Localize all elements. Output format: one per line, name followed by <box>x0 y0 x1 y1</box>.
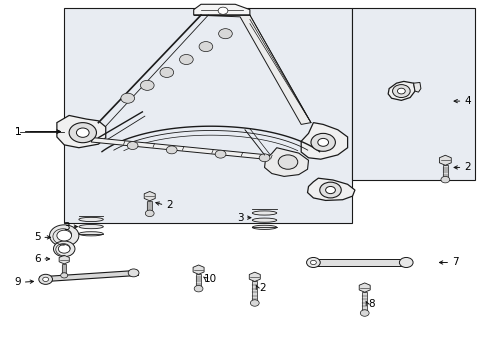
Polygon shape <box>265 148 309 176</box>
Text: 1: 1 <box>15 127 21 136</box>
Text: 2: 2 <box>259 283 266 293</box>
Polygon shape <box>440 155 451 165</box>
Polygon shape <box>388 81 415 100</box>
Circle shape <box>360 310 369 316</box>
Circle shape <box>199 41 213 51</box>
Polygon shape <box>40 270 139 282</box>
Circle shape <box>318 138 329 146</box>
Circle shape <box>179 54 193 64</box>
Polygon shape <box>301 123 347 159</box>
Ellipse shape <box>79 225 103 229</box>
Text: 6: 6 <box>34 254 41 264</box>
Circle shape <box>311 260 317 265</box>
Text: 4: 4 <box>464 96 470 106</box>
Circle shape <box>146 210 154 217</box>
Circle shape <box>141 80 154 90</box>
Polygon shape <box>144 192 155 201</box>
Text: 1: 1 <box>15 127 21 136</box>
Polygon shape <box>308 178 355 201</box>
Circle shape <box>311 134 335 151</box>
Circle shape <box>76 128 89 137</box>
Text: 9: 9 <box>15 277 21 287</box>
Circle shape <box>218 7 228 14</box>
Circle shape <box>58 244 70 253</box>
Circle shape <box>43 277 49 282</box>
Circle shape <box>57 230 72 241</box>
Circle shape <box>399 257 413 267</box>
Circle shape <box>326 186 335 194</box>
Text: 2: 2 <box>166 200 172 210</box>
Circle shape <box>128 269 139 277</box>
Circle shape <box>392 85 410 98</box>
FancyBboxPatch shape <box>147 201 152 213</box>
Circle shape <box>49 225 79 246</box>
Polygon shape <box>359 283 370 292</box>
Circle shape <box>61 273 68 278</box>
Circle shape <box>278 155 298 169</box>
Ellipse shape <box>252 225 277 229</box>
Polygon shape <box>57 116 106 148</box>
Text: 3: 3 <box>63 222 70 231</box>
FancyBboxPatch shape <box>196 274 201 289</box>
Ellipse shape <box>79 232 103 236</box>
Ellipse shape <box>79 217 103 221</box>
FancyBboxPatch shape <box>64 8 352 223</box>
Circle shape <box>320 182 341 198</box>
Polygon shape <box>249 272 260 282</box>
Circle shape <box>215 150 226 158</box>
Polygon shape <box>91 138 304 163</box>
Circle shape <box>250 300 259 306</box>
Ellipse shape <box>252 211 277 215</box>
FancyBboxPatch shape <box>62 264 66 275</box>
FancyBboxPatch shape <box>252 282 257 303</box>
FancyBboxPatch shape <box>362 292 367 313</box>
Text: 10: 10 <box>204 274 218 284</box>
Circle shape <box>53 241 75 257</box>
Circle shape <box>194 285 203 292</box>
Polygon shape <box>352 8 475 180</box>
Circle shape <box>397 88 405 94</box>
Circle shape <box>441 176 450 183</box>
Ellipse shape <box>252 218 277 222</box>
Circle shape <box>39 274 52 284</box>
Polygon shape <box>194 4 250 15</box>
Circle shape <box>307 257 320 267</box>
Circle shape <box>69 123 97 143</box>
Circle shape <box>219 29 232 39</box>
Circle shape <box>166 146 177 154</box>
Text: 8: 8 <box>369 299 375 309</box>
Circle shape <box>127 141 138 149</box>
Polygon shape <box>193 265 204 274</box>
Text: 2: 2 <box>464 162 470 172</box>
Circle shape <box>259 154 270 162</box>
Polygon shape <box>59 255 69 264</box>
Polygon shape <box>314 258 406 266</box>
FancyBboxPatch shape <box>443 165 448 180</box>
Text: 3: 3 <box>237 213 244 222</box>
Polygon shape <box>194 15 311 125</box>
Text: 5: 5 <box>34 232 41 242</box>
Circle shape <box>121 93 135 103</box>
Text: 7: 7 <box>452 257 459 267</box>
Polygon shape <box>414 82 421 92</box>
Circle shape <box>160 67 173 77</box>
